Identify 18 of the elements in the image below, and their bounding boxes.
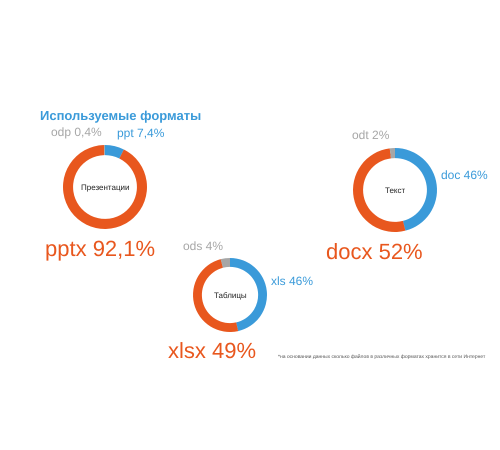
donut-slice [63, 145, 147, 229]
slice-label: xls 46% [271, 274, 314, 288]
text: Таблицы [214, 291, 247, 300]
donut-slice [105, 145, 124, 158]
slice-label: ppt 7,4% [117, 126, 165, 140]
slice-label: odt 2% [352, 128, 390, 142]
chart-title: Используемые форматы [40, 108, 202, 123]
donut-slice [353, 148, 406, 232]
text: Текст [385, 186, 406, 195]
slice-label: xlsx 49% [168, 338, 256, 363]
text: Презентации [81, 183, 130, 192]
slice-label: odp 0,4% [51, 125, 102, 139]
slice-label: ods 4% [183, 239, 224, 253]
slice-label: doc 46% [441, 168, 488, 182]
donut-slice [220, 258, 230, 268]
slice-label: pptx 92,1% [45, 236, 156, 261]
donut-slice [390, 148, 395, 158]
slice-label: docx 52% [326, 239, 423, 264]
